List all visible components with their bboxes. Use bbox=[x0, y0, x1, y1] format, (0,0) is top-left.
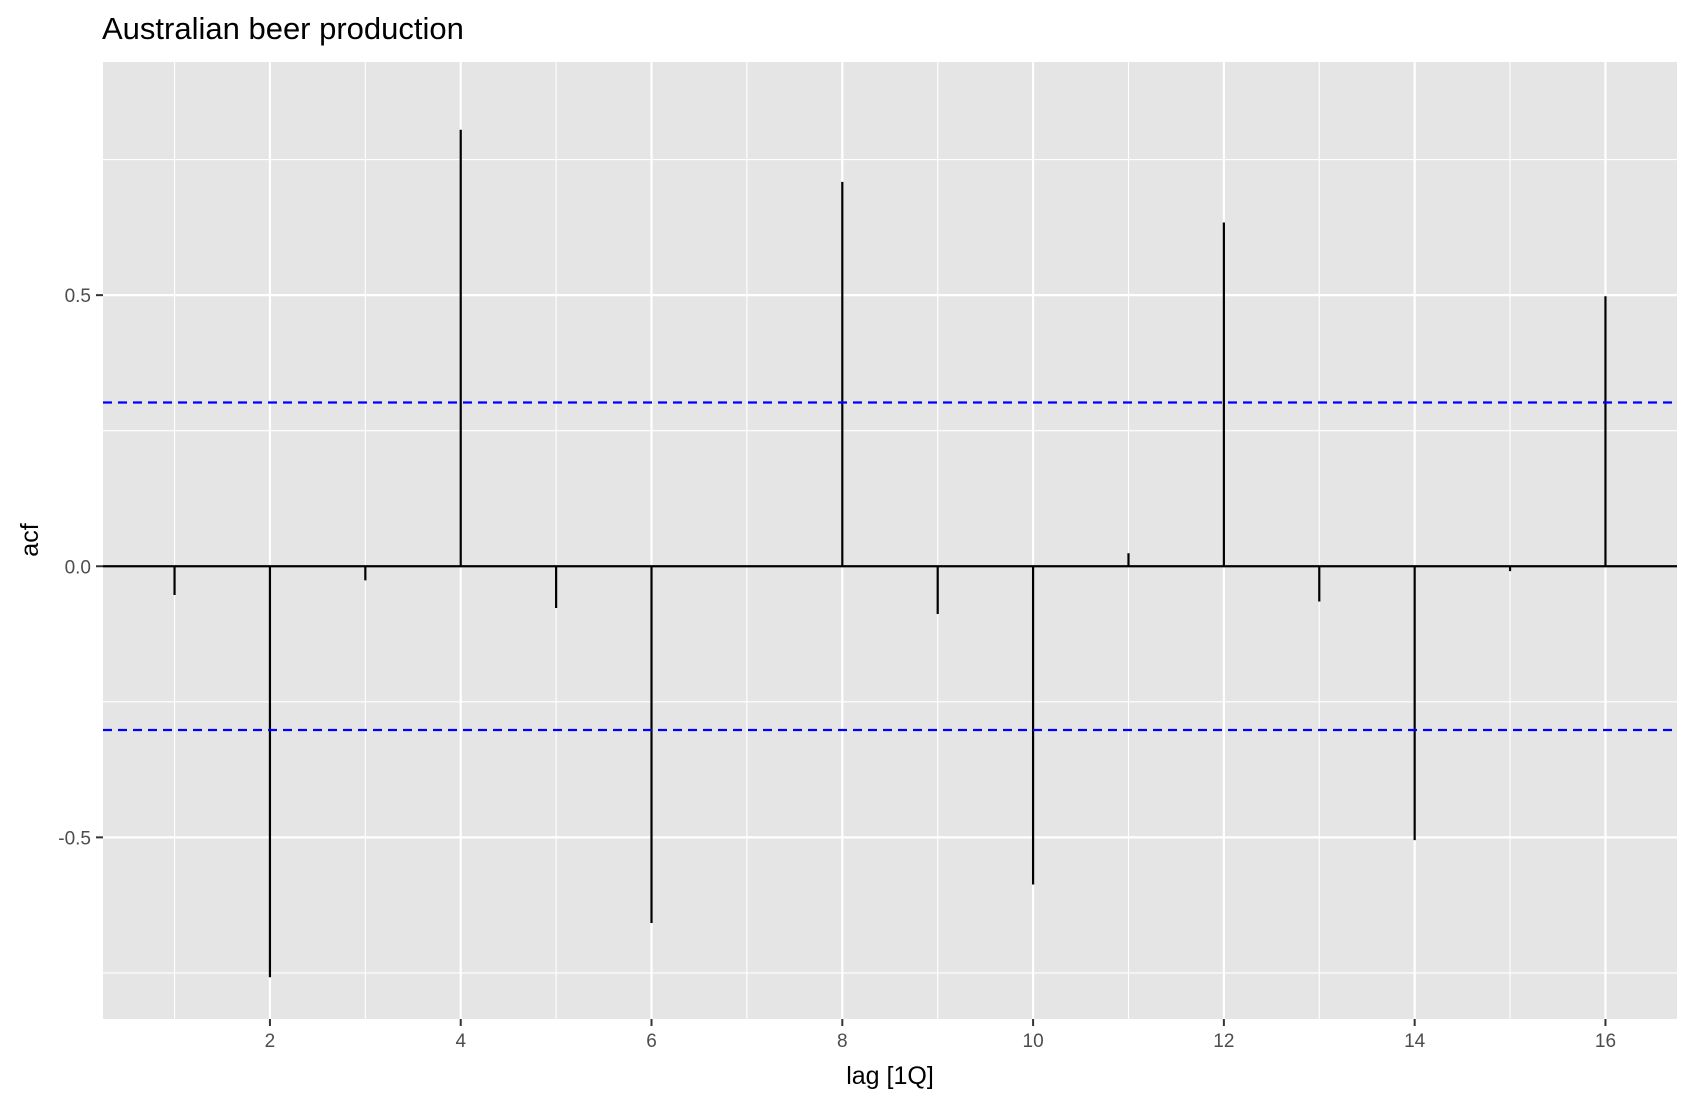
y-tick-label: 0.5 bbox=[65, 286, 91, 307]
y-tick-label: 0.0 bbox=[65, 557, 91, 578]
confidence-lines bbox=[103, 401, 1677, 732]
y-tick-label: -0.5 bbox=[58, 828, 91, 849]
x-tick-label: 16 bbox=[1595, 1031, 1616, 1052]
x-tick-label: 10 bbox=[1023, 1031, 1044, 1052]
x-tick-label: 4 bbox=[455, 1031, 466, 1052]
y-axis-ticks: -0.5 0.0 0.5 bbox=[58, 286, 103, 849]
x-tick-label: 12 bbox=[1213, 1031, 1234, 1052]
y-axis-title: acf bbox=[16, 523, 44, 556]
x-tick-label: 6 bbox=[646, 1031, 657, 1052]
acf-spikes bbox=[173, 129, 1607, 978]
chart-title: Australian beer production bbox=[102, 11, 464, 46]
x-tick-label: 8 bbox=[837, 1031, 848, 1052]
x-tick-label: 2 bbox=[265, 1031, 276, 1052]
x-axis-ticks: 2 4 6 8 10 12 14 16 bbox=[265, 1019, 1616, 1052]
plot-panel bbox=[103, 62, 1677, 1019]
x-tick-label: 14 bbox=[1404, 1031, 1426, 1052]
x-axis-title: lag [1Q] bbox=[846, 1062, 934, 1090]
